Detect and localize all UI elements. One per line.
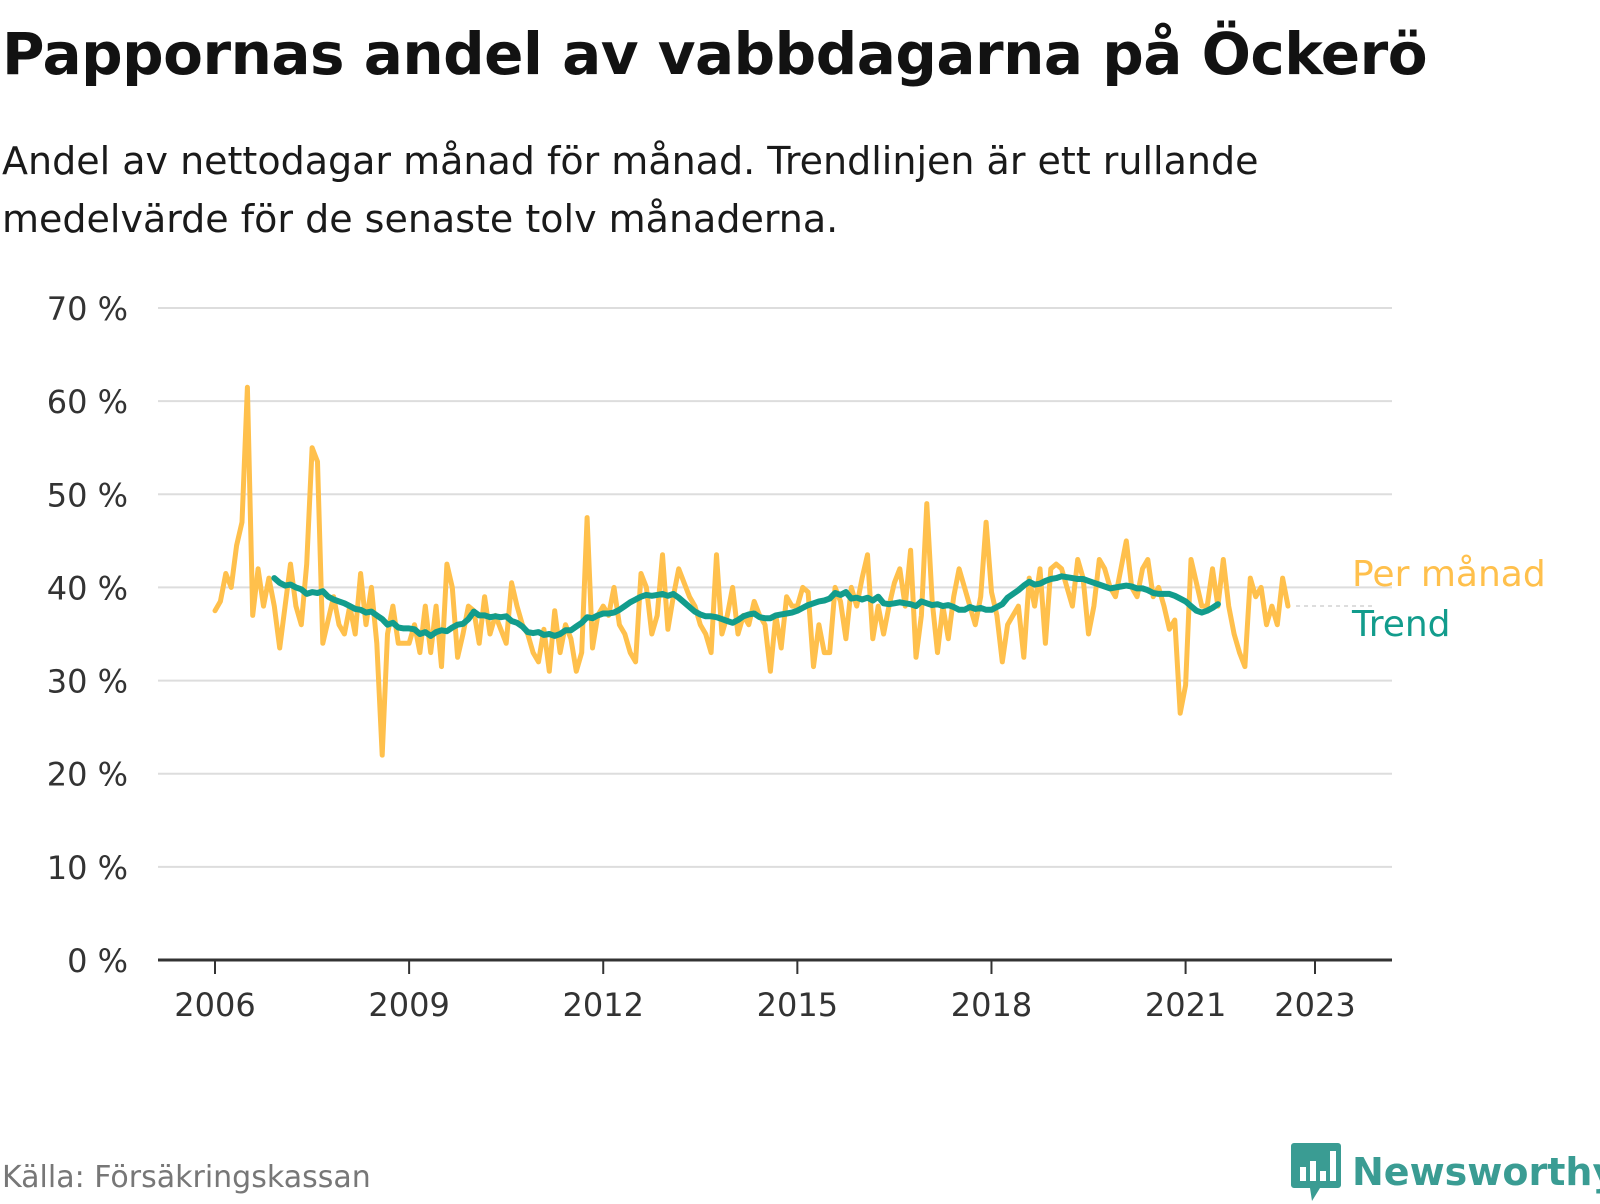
y-tick-label: 30 % <box>47 663 128 701</box>
y-tick-label: 50 % <box>47 476 128 514</box>
brand-name: Newsworthy <box>1352 1150 1600 1194</box>
y-tick-label: 0 % <box>67 942 128 980</box>
x-tick-label: 2012 <box>563 986 644 1024</box>
newsworthy-logo-icon <box>1291 1143 1341 1201</box>
y-tick-label: 70 % <box>47 290 128 328</box>
chart-title: Pappornas andel av vabbdagarna på Öckerö <box>2 20 1428 88</box>
x-tick-label: 2006 <box>174 986 255 1024</box>
x-tick-label: 2018 <box>951 986 1032 1024</box>
gridlines <box>158 307 1392 868</box>
x-tick-label: 2021 <box>1145 986 1226 1024</box>
x-tick-label: 2023 <box>1274 986 1355 1024</box>
y-tick-label: 10 % <box>47 849 128 887</box>
x-tick-label: 2015 <box>757 986 838 1024</box>
y-tick-label: 20 % <box>47 756 128 794</box>
source-note: Källa: Försäkringskassan <box>2 1160 371 1195</box>
y-tick-label: 40 % <box>47 569 128 607</box>
monthly-series-line <box>212 384 1291 758</box>
trend-series-line <box>271 573 1221 639</box>
y-tick-label: 60 % <box>47 383 128 421</box>
series-lines <box>212 384 1291 758</box>
x-axis: 2006 2009 2012 2015 2018 2021 2023 <box>158 958 1392 1024</box>
brand-logo: Newsworthy <box>1290 1140 1600 1204</box>
chart-subtitle: Andel av nettodagar månad för månad. Tre… <box>2 139 1259 241</box>
series-labels: Per månad Trend <box>1296 554 1546 645</box>
x-tick-label: 2009 <box>368 986 449 1024</box>
series-label-trend: Trend <box>1351 604 1451 645</box>
series-label-monthly: Per månad <box>1352 554 1546 595</box>
y-axis: 0 % 10 % 20 % 30 % 40 % 50 % 60 % 70 % <box>47 290 128 980</box>
